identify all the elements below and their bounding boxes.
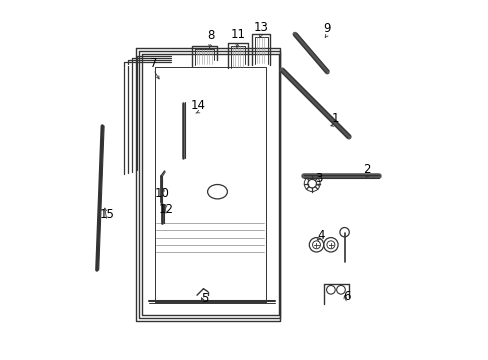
Text: 4: 4 [316,229,324,242]
Text: 12: 12 [159,203,174,216]
Text: 15: 15 [100,208,114,221]
Text: 5: 5 [201,292,208,305]
Text: 9: 9 [323,22,330,35]
Text: 1: 1 [331,112,338,125]
Text: 14: 14 [190,99,205,112]
Text: 10: 10 [154,187,169,200]
Text: 3: 3 [315,172,322,185]
Text: 6: 6 [343,291,350,303]
Text: 11: 11 [230,28,245,41]
Text: 2: 2 [362,163,369,176]
Text: 8: 8 [207,29,214,42]
Text: 7: 7 [149,57,157,69]
Text: 13: 13 [253,21,268,34]
